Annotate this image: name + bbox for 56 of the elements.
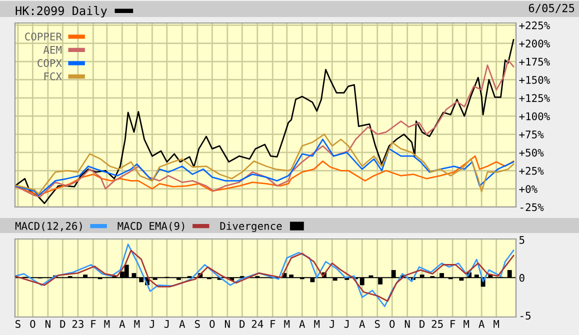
x-tick-label: S bbox=[16, 320, 20, 328]
x-tick-label: M bbox=[314, 320, 320, 328]
y-tick-label: -5 bbox=[520, 312, 530, 320]
x-tick-label: S bbox=[374, 320, 380, 328]
x-tick-label: 24 bbox=[252, 320, 264, 328]
x-tick-label: J bbox=[330, 320, 334, 328]
x-tick-label: O bbox=[210, 320, 215, 328]
y-tick-label: +0% bbox=[519, 185, 538, 193]
y-tick-label: +50% bbox=[519, 148, 544, 157]
y-tick-label: +25% bbox=[519, 166, 544, 175]
x-tick-label: N bbox=[404, 320, 410, 328]
x-tick-label: M bbox=[104, 320, 110, 328]
x-tick-label: A bbox=[478, 320, 485, 328]
legend-label: FCX bbox=[44, 72, 62, 80]
x-tick-label: D bbox=[240, 320, 245, 328]
x-tick-label: M bbox=[284, 320, 290, 328]
y-tick-label: +75% bbox=[519, 130, 544, 138]
x-tick-label: N bbox=[46, 320, 50, 328]
x-tick-label: J bbox=[164, 320, 169, 328]
x-tick-label: F bbox=[450, 320, 456, 328]
x-tick-label: M bbox=[494, 320, 500, 328]
x-tick-label: A bbox=[359, 320, 366, 328]
legend-label: Divergence bbox=[220, 222, 282, 232]
y-tick-label: +200% bbox=[519, 40, 550, 48]
y-tick-label: +125% bbox=[519, 94, 550, 102]
legend-label: HK:2099 Daily bbox=[16, 6, 107, 18]
legend-label: COPX bbox=[38, 59, 62, 68]
x-tick-label: A bbox=[179, 320, 186, 328]
x-tick-label: A bbox=[299, 320, 306, 328]
x-tick-label: M bbox=[464, 320, 470, 328]
legend-label: MACD(12,26) bbox=[15, 222, 82, 232]
x-tick-label: A bbox=[119, 320, 126, 328]
legend-label: AEM bbox=[43, 46, 62, 54]
y-tick-label: -25% bbox=[520, 203, 544, 212]
x-tick-label: O bbox=[30, 320, 36, 328]
legend-label: COPPER bbox=[25, 32, 62, 40]
x-tick-label: J bbox=[344, 320, 349, 328]
x-tick-label: F bbox=[91, 320, 96, 328]
y-tick-label: +100% bbox=[519, 112, 550, 120]
y-tick-label: 5 bbox=[520, 236, 524, 244]
x-tick-label: 25 bbox=[432, 320, 443, 328]
x-tick-label: D bbox=[420, 320, 425, 328]
y-tick-label: +175% bbox=[519, 58, 550, 66]
x-tick-label: D bbox=[60, 320, 66, 328]
legend-label: MACD EMA(9) bbox=[118, 222, 184, 232]
x-tick-label: N bbox=[224, 320, 230, 328]
x-tick-label: F bbox=[270, 320, 276, 328]
x-tick-label: J bbox=[150, 320, 154, 328]
x-tick-label: S bbox=[194, 320, 200, 328]
x-tick-label: 23 bbox=[72, 320, 84, 328]
y-tick-label: +150% bbox=[519, 76, 550, 84]
y-tick-label: +225% bbox=[519, 21, 550, 30]
x-tick-label: O bbox=[390, 320, 395, 328]
y-tick-label: 0 bbox=[519, 274, 524, 282]
x-tick-label: M bbox=[134, 320, 140, 328]
text: 6/05/25 bbox=[528, 4, 574, 14]
